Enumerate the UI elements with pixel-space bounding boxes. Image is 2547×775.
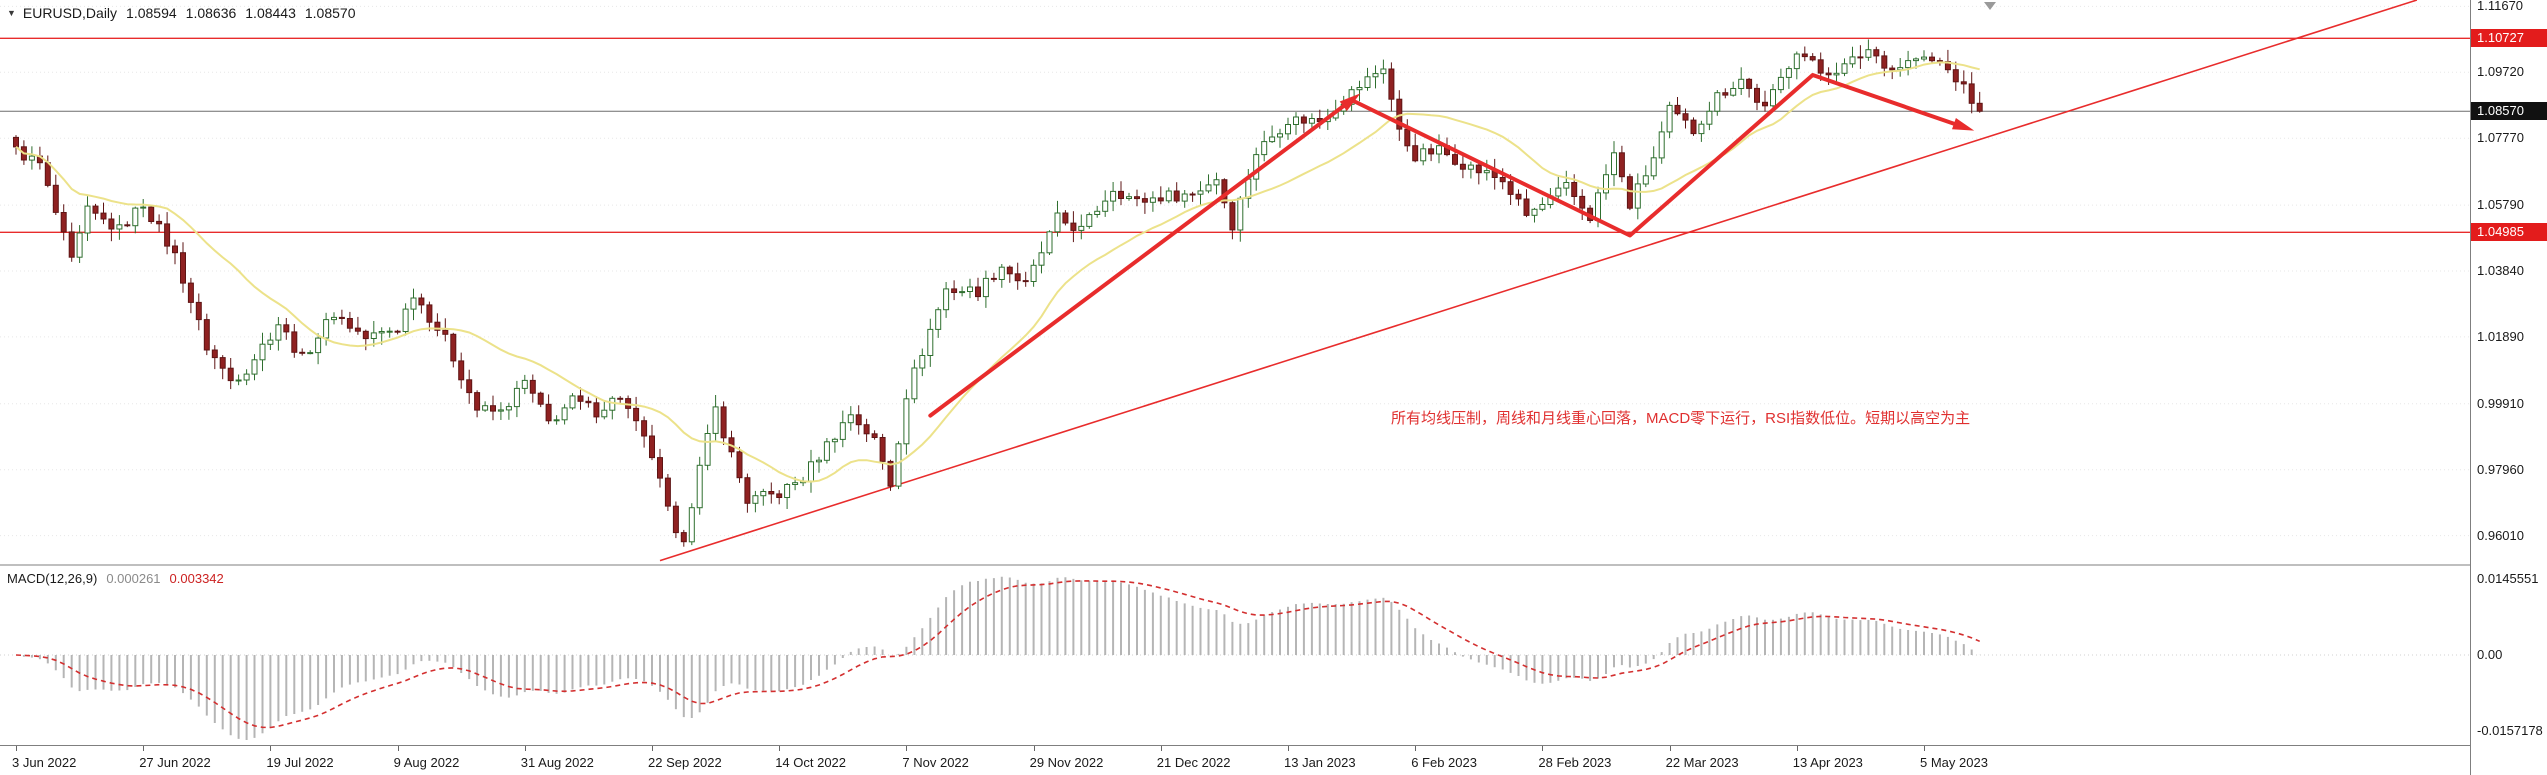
- time-axis-label: 28 Feb 2023: [1538, 755, 1612, 770]
- symbol-timeframe-label: EURUSD,Daily: [22, 5, 118, 21]
- macd-indicator-label: MACD(12,26,9) 0.000261 0.003342: [7, 571, 224, 586]
- time-axis-tick: [652, 746, 653, 751]
- time-axis[interactable]: 3 Jun 2022 27 Jun 2022 19 Jul 2022 9 Aug 20…: [0, 745, 2470, 775]
- time-axis-tick: [1924, 746, 1925, 751]
- time-axis-label: 13 Apr 2023: [1792, 755, 1863, 770]
- plot-area[interactable]: ▼ EURUSD,Daily 1.08594 1.08636 1.08443 1…: [0, 0, 2470, 745]
- time-axis-tick: [779, 746, 781, 751]
- time-axis-label: 9 Aug 2022: [393, 755, 460, 770]
- time-axis-tick: [143, 746, 145, 751]
- macd-name: MACD(12,26,9): [7, 571, 98, 586]
- ohlc-close: 1.08570: [304, 5, 356, 21]
- symbol-dropdown-icon[interactable]: ▼: [7, 8, 16, 18]
- price-axis-label: 1.11670: [2477, 0, 2524, 14]
- time-axis-tick: [906, 746, 908, 751]
- macd-value-main: 0.000261: [106, 571, 161, 586]
- time-axis-label: 29 Nov 2022: [1029, 755, 1104, 770]
- macd-axis-min-label: -0.0157178: [2477, 723, 2543, 738]
- time-axis-label: 13 Jan 2023: [1284, 755, 1356, 770]
- time-axis-label: 27 Jun 2022: [139, 755, 211, 770]
- time-axis-tick: [524, 746, 526, 751]
- trendline[interactable]: [659, 0, 2418, 562]
- time-axis-tick: [16, 746, 17, 751]
- macd-axis-max-label: 0.0145551: [2477, 571, 2539, 586]
- horizontal-level-lines[interactable]: [0, 37, 2470, 234]
- time-axis-label: 14 Oct 2022: [775, 755, 847, 770]
- time-axis-label: 19 Jul 2022: [266, 755, 334, 770]
- macd-axis-zero-label: 0.00: [2477, 647, 2503, 662]
- time-axis-tick: [1033, 746, 1035, 751]
- chart-shift-marker[interactable]: [1984, 2, 1996, 10]
- chart-header: ▼ EURUSD,Daily 1.08594 1.08636 1.08443 1…: [7, 5, 355, 21]
- time-axis-tick: [270, 746, 272, 751]
- time-axis-tick: [1669, 746, 1671, 751]
- candles-series: [13, 39, 1983, 547]
- chart-canvas[interactable]: [0, 0, 2470, 745]
- time-axis-tick: [1542, 746, 1544, 751]
- price-gridlines: [0, 5, 2470, 537]
- time-axis-label: 6 Feb 2023: [1411, 755, 1477, 770]
- time-axis-label: 3 Jun 2022: [12, 755, 77, 770]
- ohlc-high: 1.08636: [185, 5, 237, 21]
- moving-average-line: [15, 61, 1980, 483]
- level-price-badge: 1.10727: [2471, 29, 2547, 48]
- price-axis[interactable]: 0.0145551 0.00 -0.0157178 1.11670 1.09720…: [2470, 0, 2547, 775]
- time-axis-tick: [397, 746, 399, 751]
- time-axis-tick: [1160, 746, 1162, 751]
- price-axis-label: 1.05790: [2477, 197, 2524, 213]
- price-axis-label: 1.01890: [2477, 328, 2524, 344]
- price-axis-label: 1.07770: [2477, 130, 2524, 146]
- time-axis-label: 21 Dec 2022: [1156, 755, 1231, 770]
- time-axis-tick: [1796, 746, 1798, 751]
- time-axis-tick: [1288, 746, 1289, 751]
- macd-histogram: [22, 576, 1981, 740]
- ohlc-open: 1.08594: [126, 5, 177, 21]
- price-axis-label: 0.96010: [2477, 527, 2524, 543]
- time-axis-label: 31 Aug 2022: [520, 755, 594, 770]
- price-axis-label: 1.03840: [2477, 263, 2524, 278]
- zigzag-trend-arrows[interactable]: [928, 73, 1975, 418]
- time-axis-label: 7 Nov 2022: [902, 755, 969, 770]
- time-axis-label: 22 Mar 2023: [1665, 755, 1739, 770]
- current-price-badge: 1.08570: [2471, 102, 2547, 121]
- level-price-badge: 1.04985: [2471, 223, 2547, 242]
- macd-value-signal: 0.003342: [169, 571, 224, 586]
- price-axis-label: 0.99910: [2477, 395, 2524, 411]
- time-axis-label: 22 Sep 2022: [648, 755, 722, 770]
- macd-signal-line: [15, 580, 1981, 729]
- analysis-annotation-text[interactable]: 所有均线压制，周线和月线重心回落，MACD零下运行，RSI指数低位。短期以高空为…: [1391, 410, 1971, 427]
- time-axis-tick: [1415, 746, 1417, 751]
- ohlc-low: 1.08443: [245, 5, 296, 21]
- price-axis-label: 0.97960: [2477, 461, 2524, 477]
- time-axis-label: 5 May 2023: [1920, 755, 1988, 770]
- price-axis-label: 1.09720: [2477, 64, 2524, 80]
